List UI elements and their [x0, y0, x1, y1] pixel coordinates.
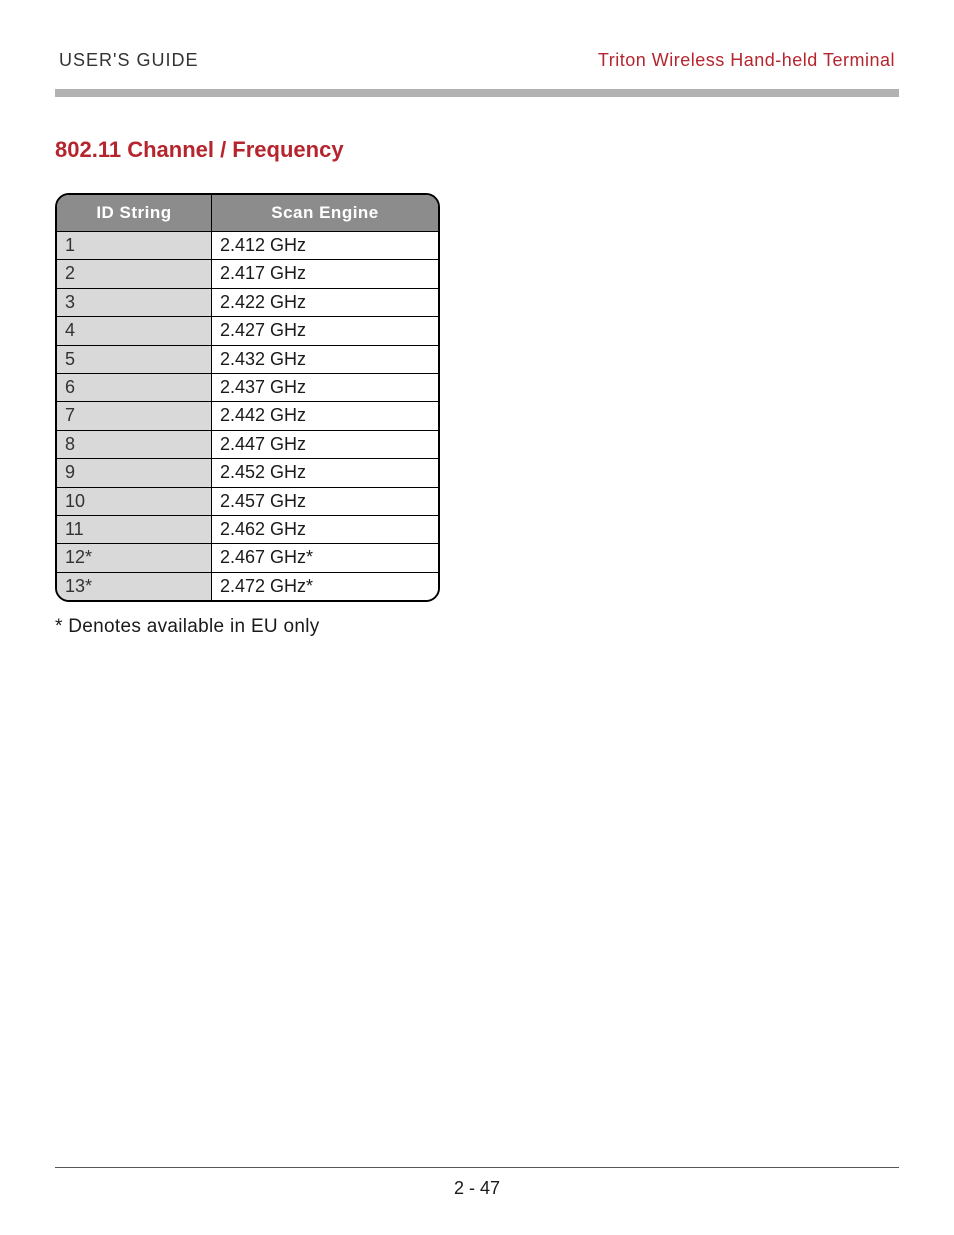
cell-id-string: 4: [57, 316, 212, 344]
col-header-id-string: ID String: [57, 195, 212, 231]
cell-scan-engine: 2.437 GHz: [212, 373, 438, 401]
channel-frequency-table: ID String Scan Engine 12.412 GHz22.417 G…: [55, 193, 440, 602]
cell-scan-engine: 2.442 GHz: [212, 401, 438, 429]
cell-scan-engine: 2.472 GHz*: [212, 572, 438, 600]
table-row: 112.462 GHz: [57, 515, 438, 543]
footnote-eu-only: * Denotes available in EU only: [55, 616, 899, 638]
cell-id-string: 6: [57, 373, 212, 401]
cell-id-string: 5: [57, 345, 212, 373]
table-row: 22.417 GHz: [57, 259, 438, 287]
table-row: 13*2.472 GHz*: [57, 572, 438, 600]
cell-scan-engine: 2.417 GHz: [212, 259, 438, 287]
table-row: 82.447 GHz: [57, 430, 438, 458]
cell-id-string: 2: [57, 259, 212, 287]
col-header-scan-engine: Scan Engine: [212, 195, 438, 231]
cell-scan-engine: 2.412 GHz: [212, 231, 438, 259]
cell-id-string: 10: [57, 487, 212, 515]
table-row: 102.457 GHz: [57, 487, 438, 515]
header-rule: [55, 89, 899, 97]
header-right-title: Triton Wireless Hand-held Terminal: [598, 50, 895, 71]
table-row: 12*2.467 GHz*: [57, 543, 438, 571]
cell-scan-engine: 2.462 GHz: [212, 515, 438, 543]
cell-scan-engine: 2.452 GHz: [212, 458, 438, 486]
table-row: 52.432 GHz: [57, 345, 438, 373]
cell-scan-engine: 2.432 GHz: [212, 345, 438, 373]
header-left-title: USER'S GUIDE: [59, 50, 198, 71]
cell-id-string: 13*: [57, 572, 212, 600]
cell-id-string: 11: [57, 515, 212, 543]
footer-rule: [55, 1167, 899, 1168]
table-row: 12.412 GHz: [57, 231, 438, 259]
cell-scan-engine: 2.422 GHz: [212, 288, 438, 316]
table-row: 42.427 GHz: [57, 316, 438, 344]
cell-scan-engine: 2.447 GHz: [212, 430, 438, 458]
table-row: 92.452 GHz: [57, 458, 438, 486]
page-footer: 2 - 47: [0, 1167, 954, 1199]
cell-scan-engine: 2.427 GHz: [212, 316, 438, 344]
cell-id-string: 8: [57, 430, 212, 458]
table-row: 32.422 GHz: [57, 288, 438, 316]
page-header: USER'S GUIDE Triton Wireless Hand-held T…: [55, 50, 899, 89]
cell-id-string: 1: [57, 231, 212, 259]
page-number: 2 - 47: [0, 1178, 954, 1199]
cell-id-string: 7: [57, 401, 212, 429]
cell-scan-engine: 2.467 GHz*: [212, 543, 438, 571]
cell-id-string: 9: [57, 458, 212, 486]
table-row: 62.437 GHz: [57, 373, 438, 401]
cell-id-string: 3: [57, 288, 212, 316]
section-title: 802.11 Channel / Frequency: [55, 137, 899, 163]
table-header-row: ID String Scan Engine: [57, 195, 438, 231]
cell-scan-engine: 2.457 GHz: [212, 487, 438, 515]
table-row: 72.442 GHz: [57, 401, 438, 429]
cell-id-string: 12*: [57, 543, 212, 571]
